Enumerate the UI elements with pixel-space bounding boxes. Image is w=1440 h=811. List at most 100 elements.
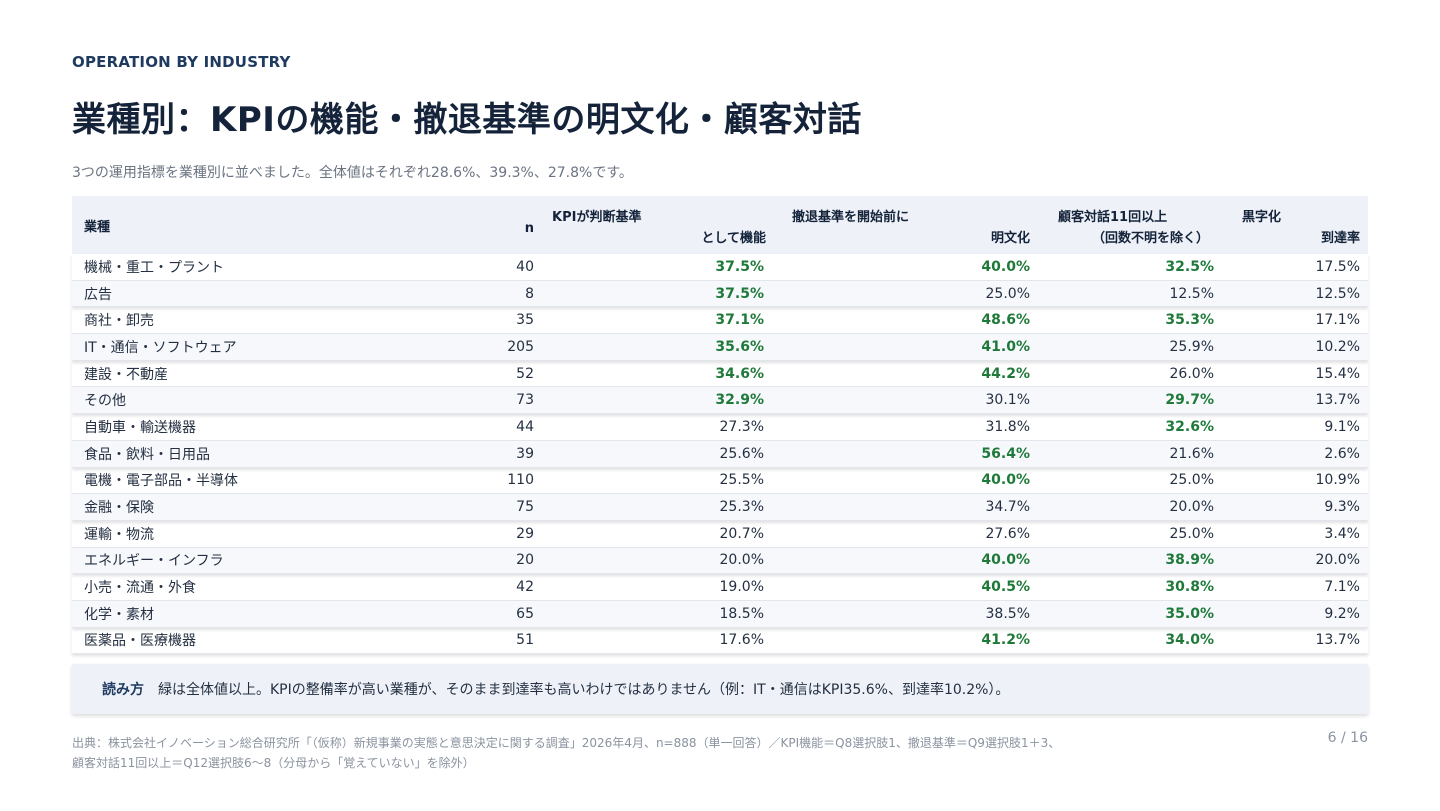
note-text: 緑は全体値以上。KPIの整備率が高い業種が、そのまま到達率も高いわけではありませ… — [158, 682, 1010, 698]
cell-dialog: 30.8% — [1038, 574, 1222, 601]
cell-n: 65 — [392, 600, 542, 628]
cell-profit: 9.3% — [1222, 494, 1368, 521]
cell-profit: 12.5% — [1222, 280, 1368, 308]
cell-kpi: 34.6% — [542, 361, 772, 388]
table-row: 自動車・輸送機器 44 27.3% 31.8% 32.6% 9.1% — [72, 414, 1368, 441]
table-row: 化学・素材 65 18.5% 38.5% 35.0% 9.2% — [72, 600, 1368, 628]
cell-n: 35 — [392, 307, 542, 335]
cell-dialog: 26.0% — [1038, 361, 1222, 388]
cell-industry: 機械・重工・プラント — [72, 254, 392, 281]
cell-exit: 40.5% — [772, 574, 1038, 601]
page-subtitle: 3つの運用指標を業種別に並べました。全体値はそれぞれ28.6%、39.3%、27… — [72, 165, 633, 181]
table-row: 建設・不動産 52 34.6% 44.2% 26.0% 15.4% — [72, 361, 1368, 388]
cell-n: 44 — [392, 414, 542, 441]
cell-kpi: 25.3% — [542, 494, 772, 521]
cell-profit: 17.1% — [1222, 307, 1368, 335]
cell-exit: 40.0% — [772, 254, 1038, 281]
source-footnote: 出典：株式会社イノベーション総合研究所「（仮称）新規事業の実態と意思決定に関する… — [72, 733, 1232, 773]
cell-industry: エネルギー・インフラ — [72, 547, 392, 575]
cell-exit: 41.2% — [772, 628, 1038, 655]
cell-kpi: 20.0% — [542, 547, 772, 575]
cell-kpi: 25.6% — [542, 440, 772, 468]
section-eyebrow: OPERATION BY INDUSTRY — [72, 53, 291, 71]
cell-dialog: 29.7% — [1038, 387, 1222, 415]
cell-dialog: 38.9% — [1038, 547, 1222, 575]
cell-n: 29 — [392, 521, 542, 548]
table-row: その他 73 32.9% 30.1% 29.7% 13.7% — [72, 387, 1368, 415]
cell-exit: 41.0% — [772, 334, 1038, 361]
cell-industry: 広告 — [72, 280, 392, 308]
cell-kpi: 25.5% — [542, 468, 772, 495]
table-header: 業種 n KPIが判断基準 として機能 撤退基準を開始前に 明文化 顧客対話11… — [72, 196, 1368, 254]
cell-exit: 25.0% — [772, 280, 1038, 308]
cell-kpi: 35.6% — [542, 334, 772, 361]
cell-exit: 27.6% — [772, 521, 1038, 548]
table-row: 運輸・物流 29 20.7% 27.6% 25.0% 3.4% — [72, 521, 1368, 548]
cell-exit: 56.4% — [772, 440, 1038, 468]
table-row: 食品・飲料・日用品 39 25.6% 56.4% 21.6% 2.6% — [72, 440, 1368, 468]
cell-industry: その他 — [72, 387, 392, 415]
industry-kpi-table: 業種 n KPIが判断基準 として機能 撤退基準を開始前に 明文化 顧客対話11… — [72, 196, 1368, 655]
col-header-n: n — [392, 196, 542, 254]
cell-dialog: 35.0% — [1038, 600, 1222, 628]
cell-profit: 10.2% — [1222, 334, 1368, 361]
cell-n: 8 — [392, 280, 542, 308]
table-row: IT・通信・ソフトウェア 205 35.6% 41.0% 25.9% 10.2% — [72, 334, 1368, 361]
cell-n: 52 — [392, 361, 542, 388]
col-header-profit-line1: 黒字化 — [1242, 210, 1282, 225]
cell-n: 73 — [392, 387, 542, 415]
cell-industry: 小売・流通・外食 — [72, 574, 392, 601]
cell-industry: 電機・電子部品・半導体 — [72, 468, 392, 495]
cell-n: 42 — [392, 574, 542, 601]
cell-kpi: 27.3% — [542, 414, 772, 441]
cell-industry: 運輸・物流 — [72, 521, 392, 548]
cell-n: 20 — [392, 547, 542, 575]
cell-dialog: 25.0% — [1038, 468, 1222, 495]
cell-exit: 44.2% — [772, 361, 1038, 388]
cell-exit: 34.7% — [772, 494, 1038, 521]
cell-dialog: 20.0% — [1038, 494, 1222, 521]
cell-industry: 医薬品・医療機器 — [72, 628, 392, 655]
source-line-1: 出典：株式会社イノベーション総合研究所「（仮称）新規事業の実態と意思決定に関する… — [72, 736, 1061, 750]
cell-industry: 自動車・輸送機器 — [72, 414, 392, 441]
cell-n: 205 — [392, 334, 542, 361]
cell-dialog: 12.5% — [1038, 280, 1222, 308]
col-header-profit: 黒字化 到達率 — [1222, 196, 1368, 254]
col-header-kpi: KPIが判断基準 として機能 — [542, 196, 772, 254]
col-header-exit-line2: 明文化 — [990, 231, 1030, 246]
table-row: 機械・重工・プラント 40 37.5% 40.0% 32.5% 17.5% — [72, 254, 1368, 281]
page-number: 6 / 16 — [1327, 730, 1368, 746]
cell-kpi: 37.5% — [542, 254, 772, 281]
table-row: 医薬品・医療機器 51 17.6% 41.2% 34.0% 13.7% — [72, 628, 1368, 655]
cell-kpi: 19.0% — [542, 574, 772, 601]
cell-profit: 9.1% — [1222, 414, 1368, 441]
page-title: 業種別：KPIの機能・撤退基準の明文化・顧客対話 — [72, 100, 862, 140]
cell-n: 75 — [392, 494, 542, 521]
cell-industry: IT・通信・ソフトウェア — [72, 334, 392, 361]
cell-kpi: 20.7% — [542, 521, 772, 548]
cell-industry: 建設・不動産 — [72, 361, 392, 388]
cell-kpi: 32.9% — [542, 387, 772, 415]
cell-profit: 9.2% — [1222, 600, 1368, 628]
table-row: 電機・電子部品・半導体 110 25.5% 40.0% 25.0% 10.9% — [72, 468, 1368, 495]
cell-exit: 48.6% — [772, 307, 1038, 335]
cell-dialog: 32.5% — [1038, 254, 1222, 281]
note-label: 読み方 — [102, 682, 144, 698]
cell-dialog: 25.0% — [1038, 521, 1222, 548]
cell-industry: 食品・飲料・日用品 — [72, 440, 392, 468]
cell-dialog: 32.6% — [1038, 414, 1222, 441]
cell-n: 39 — [392, 440, 542, 468]
cell-exit: 30.1% — [772, 387, 1038, 415]
header-row: 業種 n KPIが判断基準 として機能 撤退基準を開始前に 明文化 顧客対話11… — [72, 196, 1368, 254]
cell-exit: 40.0% — [772, 468, 1038, 495]
cell-exit: 31.8% — [772, 414, 1038, 441]
cell-profit: 17.5% — [1222, 254, 1368, 281]
cell-n: 51 — [392, 628, 542, 655]
cell-exit: 38.5% — [772, 600, 1038, 628]
cell-profit: 7.1% — [1222, 574, 1368, 601]
cell-kpi: 17.6% — [542, 628, 772, 655]
cell-n: 40 — [392, 254, 542, 281]
table-body: 機械・重工・プラント 40 37.5% 40.0% 32.5% 17.5% 広告 8 37.5%… — [72, 254, 1368, 655]
col-header-industry: 業種 — [84, 219, 111, 235]
col-header-dialog-line2: （回数不明を除く） — [1092, 231, 1210, 246]
